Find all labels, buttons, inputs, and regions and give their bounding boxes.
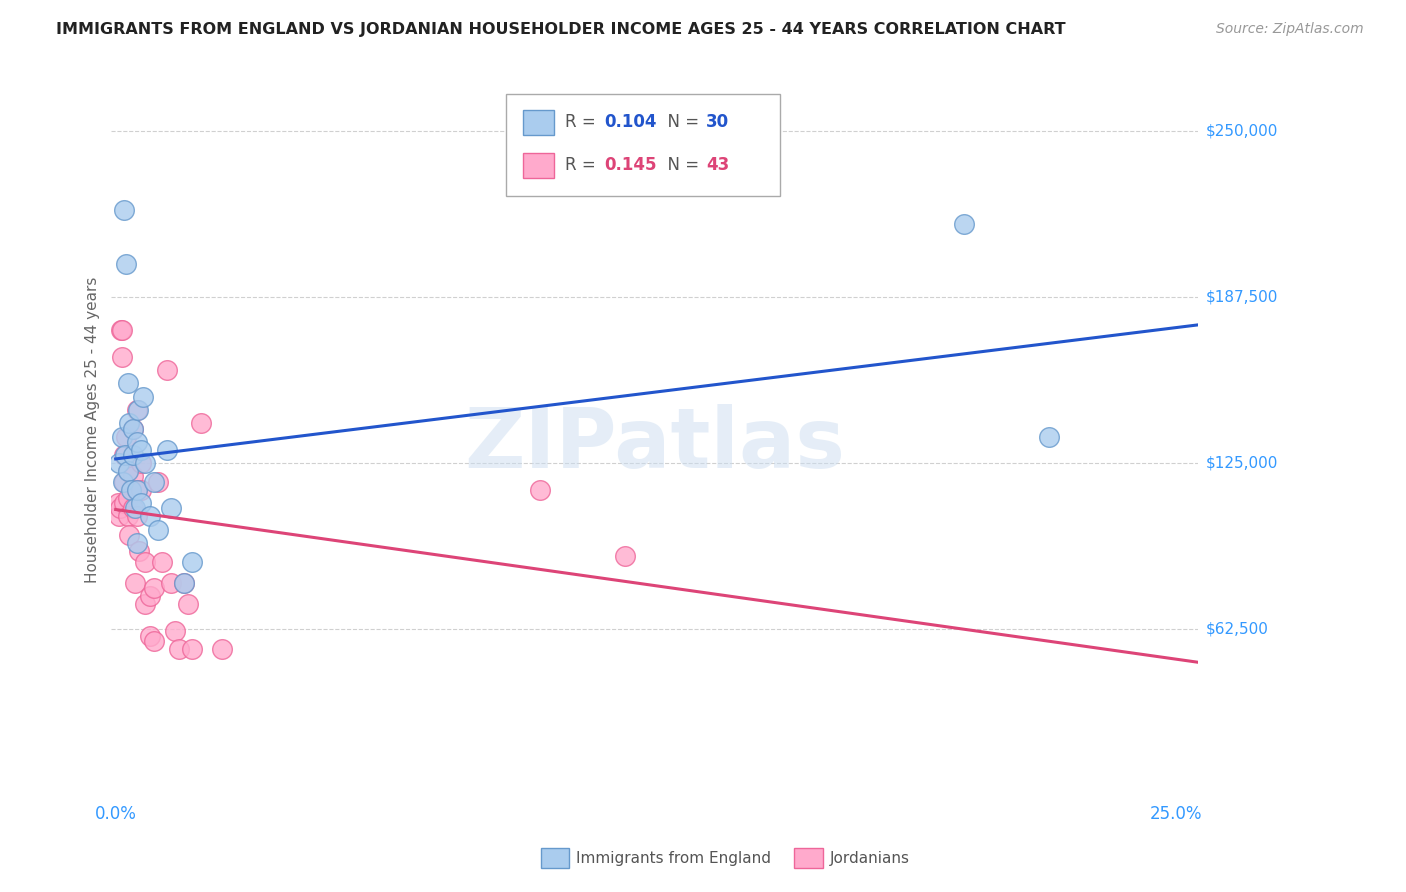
Text: 43: 43 — [706, 156, 730, 174]
Point — [142, 475, 165, 489]
Point — [117, 376, 139, 391]
Point — [124, 501, 146, 516]
Point — [112, 203, 135, 218]
Point — [159, 575, 181, 590]
Point — [111, 323, 134, 337]
Text: 30: 30 — [706, 113, 728, 131]
Point — [128, 544, 150, 558]
Point — [125, 483, 148, 497]
Point — [117, 464, 139, 478]
Point — [122, 501, 145, 516]
Text: ZIPatlas: ZIPatlas — [464, 404, 845, 485]
Point — [125, 403, 148, 417]
Text: 0.145: 0.145 — [605, 156, 657, 174]
Point — [134, 456, 156, 470]
Point — [125, 509, 148, 524]
Point — [134, 555, 156, 569]
Point — [111, 429, 134, 443]
Point — [121, 469, 143, 483]
Point — [129, 496, 152, 510]
Point — [127, 403, 149, 417]
Point — [165, 624, 187, 638]
Point — [146, 523, 169, 537]
Point — [112, 496, 135, 510]
Point — [129, 483, 152, 497]
Text: 0.104: 0.104 — [605, 113, 657, 131]
Point — [112, 448, 135, 462]
Text: R =: R = — [565, 156, 602, 174]
Point — [177, 597, 200, 611]
Point — [125, 434, 148, 449]
Point — [142, 634, 165, 648]
Text: $187,500: $187,500 — [1206, 289, 1278, 304]
Text: N =: N = — [657, 156, 704, 174]
Text: IMMIGRANTS FROM ENGLAND VS JORDANIAN HOUSEHOLDER INCOME AGES 25 - 44 YEARS CORRE: IMMIGRANTS FROM ENGLAND VS JORDANIAN HOU… — [56, 22, 1066, 37]
Point — [121, 448, 143, 462]
Point — [529, 483, 551, 497]
Point — [118, 417, 141, 431]
Point — [150, 555, 173, 569]
Point — [129, 456, 152, 470]
Point — [110, 323, 132, 337]
Point — [613, 549, 636, 564]
Text: Jordanians: Jordanians — [830, 851, 910, 865]
Point — [118, 528, 141, 542]
Point — [142, 581, 165, 595]
Point — [190, 417, 212, 431]
Text: R =: R = — [565, 113, 602, 131]
Point — [117, 464, 139, 478]
Point — [120, 483, 142, 497]
Point — [108, 501, 131, 516]
Point — [181, 555, 204, 569]
Y-axis label: Householder Income Ages 25 - 44 years: Householder Income Ages 25 - 44 years — [86, 277, 100, 583]
Point — [211, 642, 233, 657]
Point — [117, 491, 139, 505]
Point — [146, 475, 169, 489]
Text: $62,500: $62,500 — [1206, 622, 1270, 637]
Point — [107, 496, 129, 510]
Point — [169, 642, 191, 657]
Text: Source: ZipAtlas.com: Source: ZipAtlas.com — [1216, 22, 1364, 37]
Point — [125, 483, 148, 497]
Point — [1038, 429, 1060, 443]
Point — [134, 597, 156, 611]
Point — [181, 642, 204, 657]
Point — [125, 536, 148, 550]
Point — [114, 448, 136, 462]
Point — [115, 257, 138, 271]
Point — [155, 442, 177, 457]
Point — [173, 575, 195, 590]
Point — [173, 575, 195, 590]
Point — [115, 429, 138, 443]
Point — [108, 456, 131, 470]
Point — [129, 442, 152, 457]
Point — [159, 501, 181, 516]
Text: $125,000: $125,000 — [1206, 456, 1278, 471]
Point — [155, 363, 177, 377]
Point — [138, 629, 160, 643]
Point — [111, 350, 134, 364]
Text: N =: N = — [657, 113, 704, 131]
Point — [112, 475, 135, 489]
Text: $250,000: $250,000 — [1206, 123, 1278, 138]
Point — [117, 509, 139, 524]
Point — [138, 589, 160, 603]
Point — [122, 421, 145, 435]
Point — [121, 421, 143, 435]
Point — [112, 475, 135, 489]
Text: Immigrants from England: Immigrants from England — [576, 851, 772, 865]
Point — [124, 575, 146, 590]
Point — [108, 509, 131, 524]
Point — [953, 217, 976, 231]
Point — [138, 509, 160, 524]
Point — [132, 390, 155, 404]
